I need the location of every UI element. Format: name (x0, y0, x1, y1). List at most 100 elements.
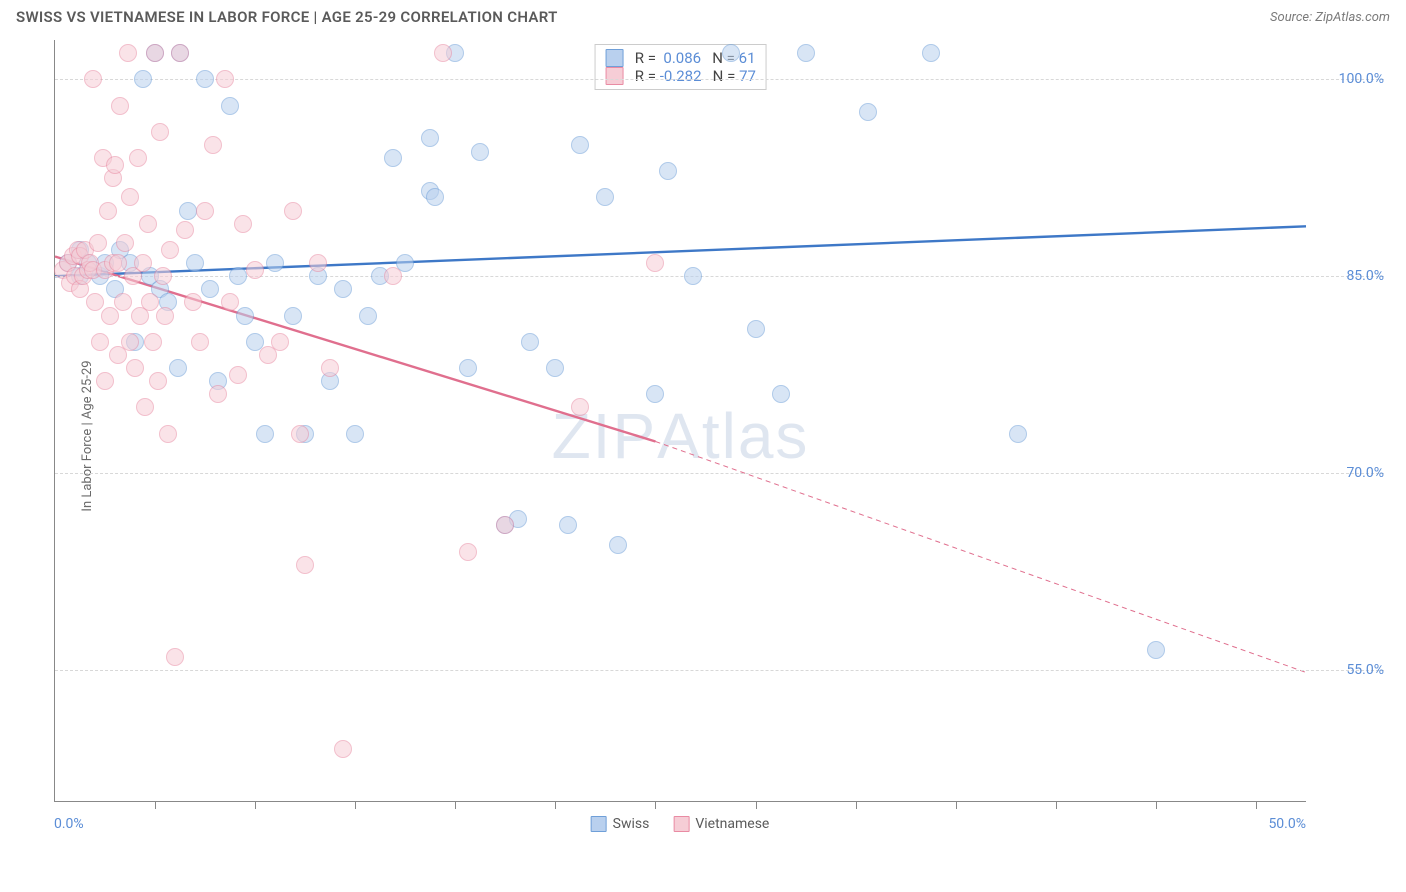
trend-lines (55, 40, 1306, 801)
x-axis-max-label: 50.0% (1268, 816, 1306, 832)
data-point (346, 425, 364, 443)
data-point (154, 267, 172, 285)
data-point (646, 385, 664, 403)
data-point (106, 156, 124, 174)
legend-item: Vietnamese (673, 816, 769, 832)
data-point (201, 280, 219, 298)
x-axis-min-label: 0.0% (54, 816, 84, 832)
data-point (296, 556, 314, 574)
data-point (229, 267, 247, 285)
data-point (359, 307, 377, 325)
legend-swatch (591, 816, 607, 832)
data-point (266, 254, 284, 272)
legend-swatch (605, 67, 623, 85)
data-point (141, 293, 159, 311)
data-point (161, 241, 179, 259)
data-point (684, 267, 702, 285)
data-point (271, 333, 289, 351)
data-point (204, 136, 222, 154)
data-point (221, 293, 239, 311)
data-point (659, 162, 677, 180)
data-point (234, 215, 252, 233)
data-point (459, 359, 477, 377)
data-point (434, 44, 452, 62)
chart-title: SWISS VS VIETNAMESE IN LABOR FORCE | AGE… (16, 8, 558, 26)
data-point (111, 97, 129, 115)
data-point (129, 149, 147, 167)
legend-stat-text: R = -0.282 N = 77 (631, 67, 756, 85)
data-point (922, 44, 940, 62)
series-legend: Swiss Vietnamese (591, 816, 770, 832)
data-point (1009, 425, 1027, 443)
data-point (169, 359, 187, 377)
data-point (384, 149, 402, 167)
data-point (291, 425, 309, 443)
data-point (179, 202, 197, 220)
y-tick-label: 85.0% (1314, 268, 1384, 284)
data-point (521, 333, 539, 351)
legend-swatch (673, 816, 689, 832)
data-point (109, 254, 127, 272)
data-point (196, 70, 214, 88)
data-point (1147, 641, 1165, 659)
data-point (747, 320, 765, 338)
y-tick-label: 55.0% (1314, 662, 1384, 678)
x-axis-row: 0.0% Swiss Vietnamese 50.0% (54, 806, 1306, 832)
data-point (99, 202, 117, 220)
data-point (84, 70, 102, 88)
data-point (116, 234, 134, 252)
data-point (334, 280, 352, 298)
data-point (89, 234, 107, 252)
gridline-h (55, 473, 1384, 474)
data-point (384, 267, 402, 285)
data-point (221, 97, 239, 115)
gridline-h (55, 79, 1384, 80)
data-point (151, 123, 169, 141)
y-tick-label: 100.0% (1314, 71, 1384, 87)
legend-row: R = -0.282 N = 77 (605, 67, 756, 85)
data-point (184, 293, 202, 311)
data-point (546, 359, 564, 377)
data-point (136, 398, 154, 416)
data-point (96, 372, 114, 390)
data-point (609, 536, 627, 554)
data-point (284, 307, 302, 325)
data-point (426, 188, 444, 206)
data-point (119, 44, 137, 62)
data-point (571, 398, 589, 416)
legend-label: Vietnamese (695, 816, 769, 832)
data-point (496, 516, 514, 534)
gridline-h (55, 670, 1384, 671)
data-point (114, 293, 132, 311)
correlation-legend: R = 0.086 N = 61 R = -0.282 N = 77 (594, 44, 767, 90)
data-point (121, 333, 139, 351)
data-point (772, 385, 790, 403)
watermark: ZIPAtlas (552, 399, 810, 473)
data-point (596, 188, 614, 206)
data-point (209, 385, 227, 403)
data-point (156, 307, 174, 325)
data-point (86, 293, 104, 311)
data-point (196, 202, 214, 220)
data-point (159, 425, 177, 443)
data-point (321, 359, 339, 377)
data-point (256, 425, 274, 443)
legend-item: Swiss (591, 816, 650, 832)
data-point (571, 136, 589, 154)
data-point (334, 740, 352, 758)
y-tick-label: 70.0% (1314, 465, 1384, 481)
legend-swatch (605, 49, 623, 67)
data-point (121, 188, 139, 206)
source-label: Source: ZipAtlas.com (1270, 10, 1390, 25)
data-point (126, 359, 144, 377)
data-point (134, 254, 152, 272)
data-point (722, 44, 740, 62)
plot-region: ZIPAtlas R = 0.086 N = 61 R = -0.282 N =… (54, 40, 1306, 802)
data-point (171, 44, 189, 62)
data-point (139, 215, 157, 233)
data-point (797, 44, 815, 62)
data-point (144, 333, 162, 351)
data-point (191, 333, 209, 351)
data-point (421, 129, 439, 147)
data-point (309, 254, 327, 272)
